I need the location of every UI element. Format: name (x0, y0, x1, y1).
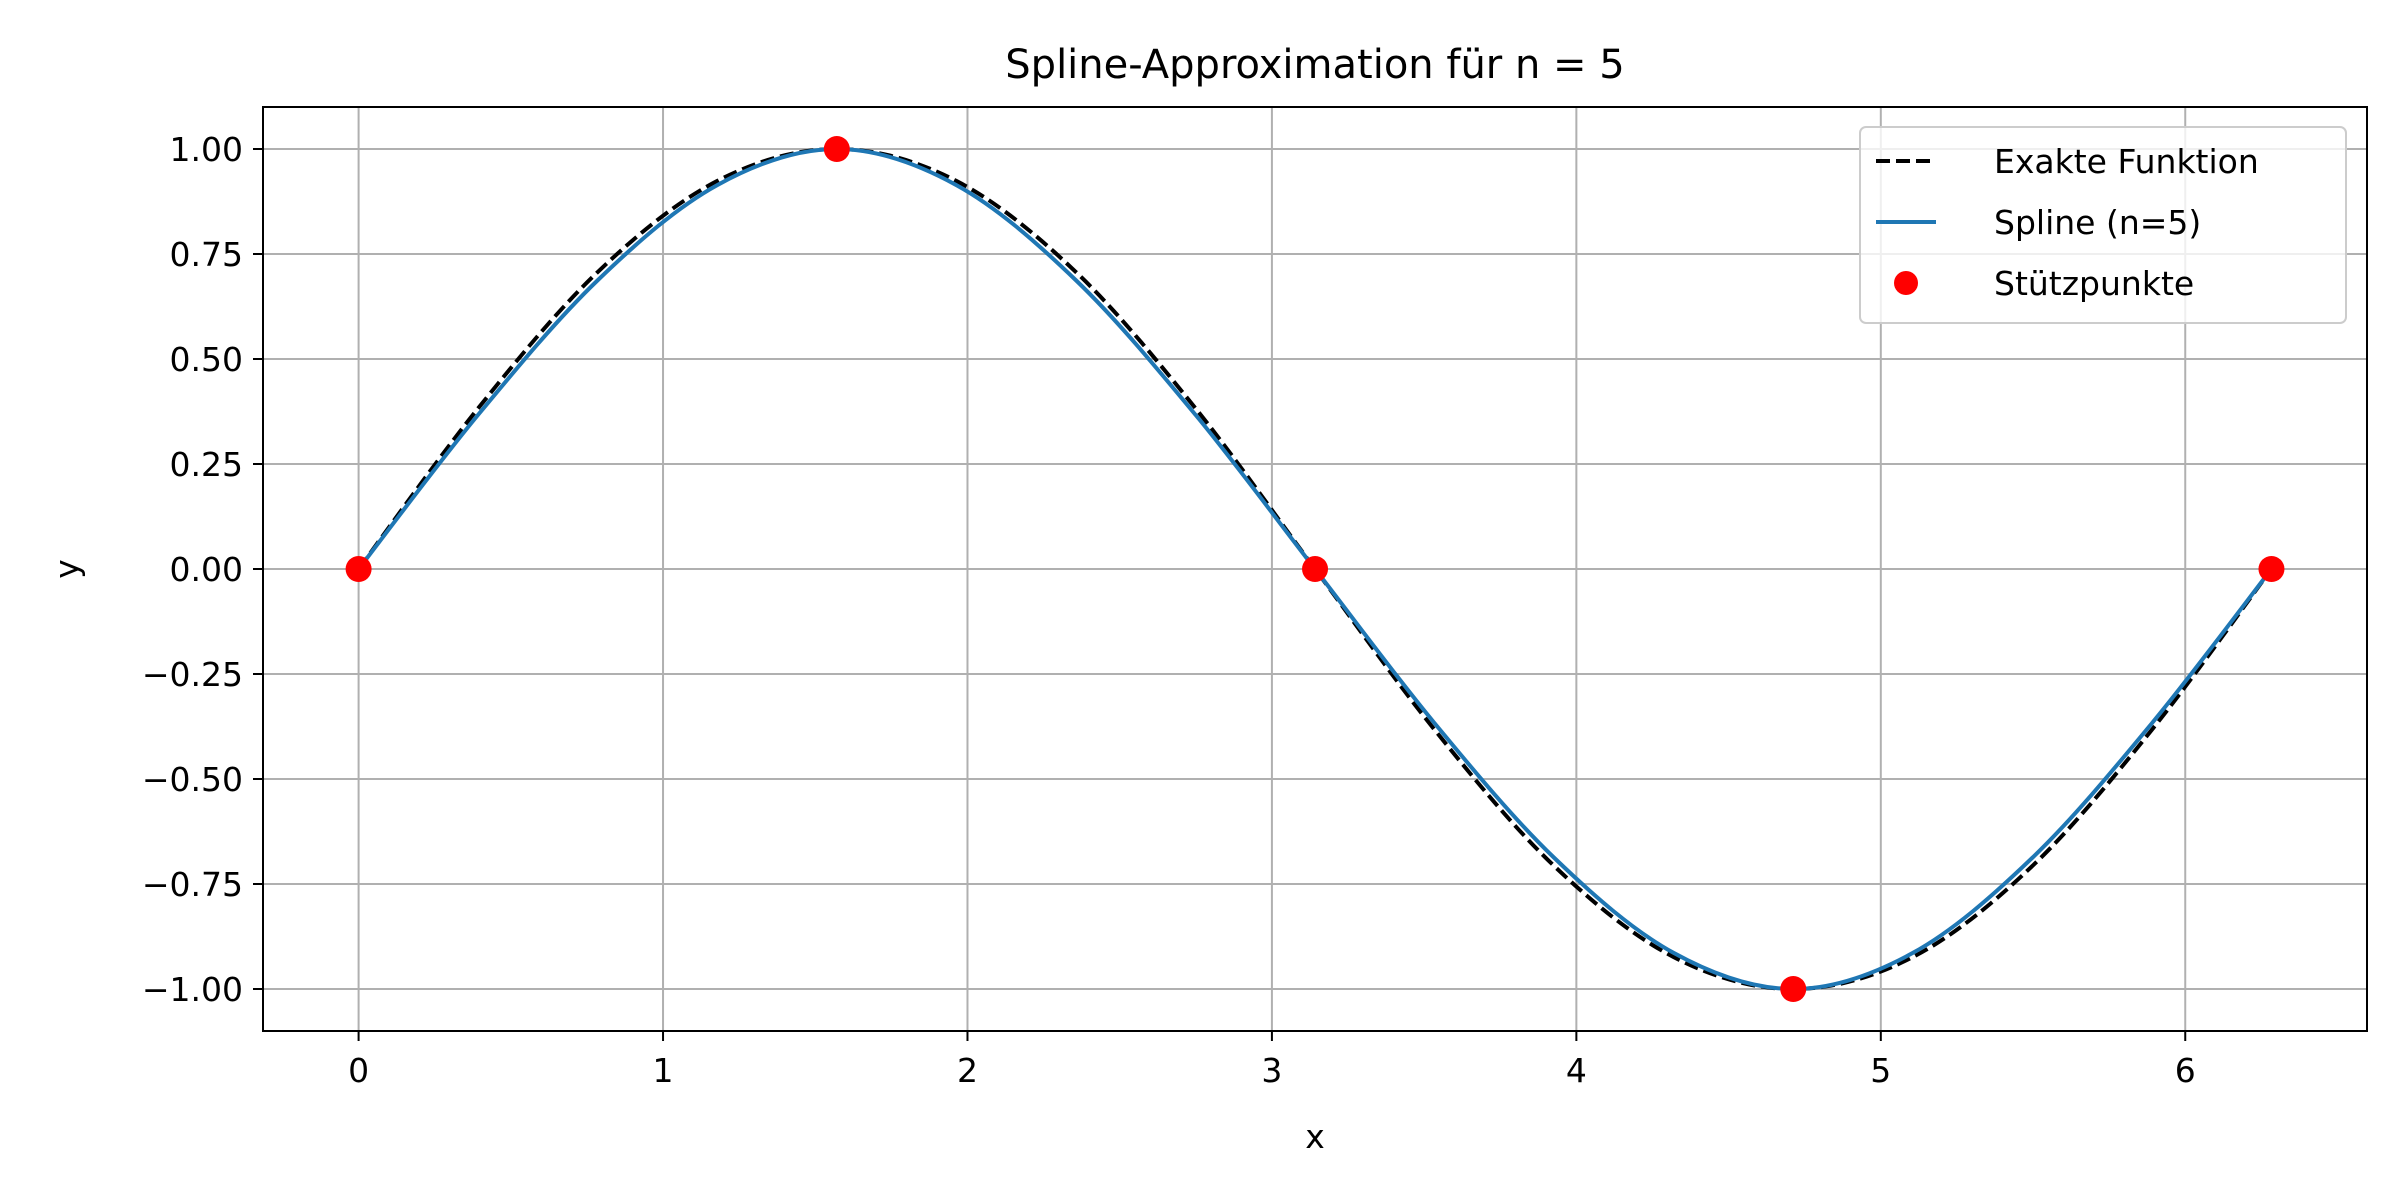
y-tick-label: −0.75 (142, 865, 243, 904)
x-tick-label: 3 (1261, 1051, 1282, 1090)
support-point (1302, 556, 1329, 582)
chart-title: Spline-Approximation für n = 5 (1005, 42, 1624, 88)
y-axis-label: y (47, 559, 86, 579)
legend-marker-icon (1894, 271, 1918, 295)
y-tick-label: 0.75 (170, 235, 243, 274)
y-tick-label: −1.00 (142, 970, 243, 1009)
y-tick-label: 0.50 (170, 340, 243, 379)
points-layer (345, 136, 2285, 1002)
x-tick-label: 5 (1870, 1051, 1891, 1090)
support-point (345, 556, 372, 582)
support-point (823, 136, 850, 162)
x-tick-label: 2 (957, 1051, 978, 1090)
legend-label-points: Stützpunkte (1994, 264, 2194, 303)
x-axis-ticks: 0 1 2 3 4 5 6 (348, 1031, 2196, 1090)
legend-box (1859, 126, 2347, 324)
y-tick-label: −0.25 (142, 655, 243, 694)
exact-function-line (356, 147, 2274, 991)
x-tick-label: 6 (2175, 1051, 2196, 1090)
support-point (2258, 556, 2285, 582)
y-axis-ticks: 1.00 0.75 0.50 0.25 0.00 −0.25 −0.50 −0.75 −1.00 (142, 130, 263, 1009)
legend-label-exact: Exakte Funktion (1994, 142, 2259, 181)
x-tick-label: 0 (348, 1051, 369, 1090)
legend: Exakte Funktion Spline (n=5) Stützpunkte (1859, 126, 2347, 324)
x-tick-label: 1 (653, 1051, 674, 1090)
y-tick-label: −0.50 (142, 760, 243, 799)
legend-label-spline: Spline (n=5) (1994, 203, 2201, 242)
support-point (1780, 976, 1807, 1002)
y-tick-label: 0.00 (170, 550, 243, 589)
x-tick-label: 4 (1566, 1051, 1587, 1090)
y-tick-label: 1.00 (170, 130, 243, 169)
y-tick-label: 0.25 (170, 445, 243, 484)
grid (263, 107, 2367, 1031)
x-axis-label: x (1305, 1117, 1325, 1156)
